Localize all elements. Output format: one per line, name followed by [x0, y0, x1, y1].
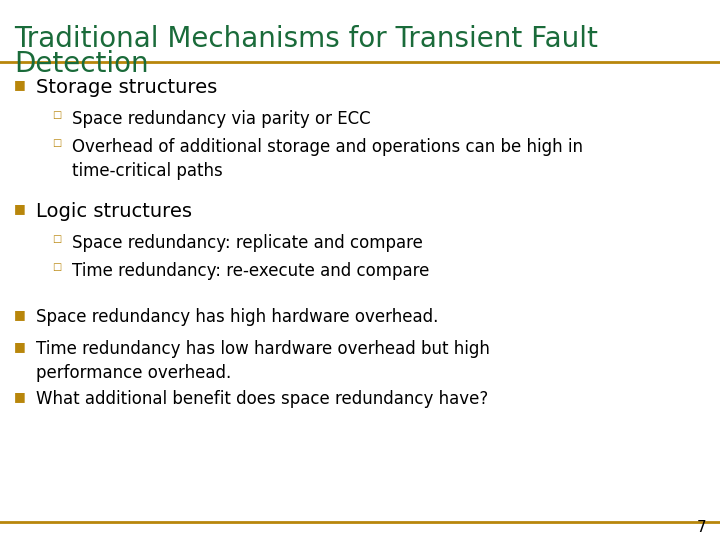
Text: ■: ■ — [14, 308, 26, 321]
Text: Overhead of additional storage and operations can be high in
time-critical paths: Overhead of additional storage and opera… — [72, 138, 583, 180]
Text: Storage structures: Storage structures — [36, 78, 217, 97]
Text: Traditional Mechanisms for Transient Fault: Traditional Mechanisms for Transient Fau… — [14, 25, 598, 53]
Text: Time redundancy: re-execute and compare: Time redundancy: re-execute and compare — [72, 262, 429, 280]
Text: Time redundancy has low hardware overhead but high
performance overhead.: Time redundancy has low hardware overhea… — [36, 340, 490, 382]
Text: ■: ■ — [14, 202, 26, 215]
Text: Space redundancy has high hardware overhead.: Space redundancy has high hardware overh… — [36, 308, 438, 326]
Text: ■: ■ — [14, 390, 26, 403]
Text: Logic structures: Logic structures — [36, 202, 192, 221]
Text: Detection: Detection — [14, 50, 148, 78]
Text: What additional benefit does space redundancy have?: What additional benefit does space redun… — [36, 390, 488, 408]
Text: □: □ — [52, 262, 61, 272]
Text: 7: 7 — [696, 520, 706, 535]
Text: Space redundancy: replicate and compare: Space redundancy: replicate and compare — [72, 234, 423, 252]
Text: Space redundancy via parity or ECC: Space redundancy via parity or ECC — [72, 110, 371, 128]
Text: ■: ■ — [14, 78, 26, 91]
Text: ■: ■ — [14, 340, 26, 353]
Text: □: □ — [52, 110, 61, 120]
Text: □: □ — [52, 138, 61, 148]
Text: □: □ — [52, 234, 61, 244]
